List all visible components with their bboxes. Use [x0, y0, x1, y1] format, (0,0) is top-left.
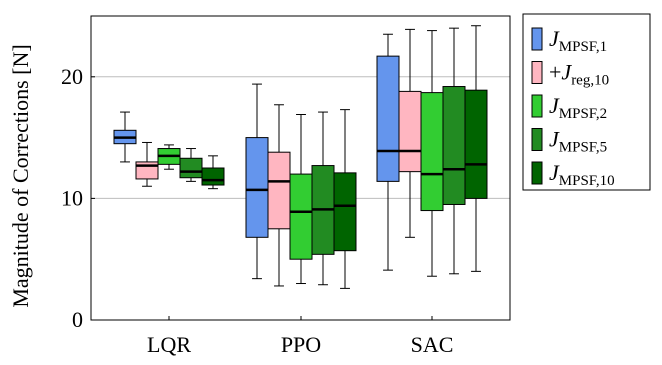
box-body — [267, 151, 291, 230]
box-ppo-3 — [311, 111, 335, 286]
y-tick-label: 0 — [72, 307, 83, 332]
legend-entry: +Jreg,10 — [549, 60, 609, 89]
legend-swatch — [531, 27, 543, 51]
legend-entry: JMPSF,2 — [549, 93, 607, 122]
box-sac-4 — [464, 25, 488, 272]
box-body — [420, 92, 444, 212]
box-sac-3 — [442, 27, 466, 275]
y-axis-label: Magnitude of Corrections [N] — [8, 44, 33, 307]
legend-swatch — [531, 128, 543, 151]
box-lqr-0 — [113, 111, 137, 163]
box-sac-0 — [376, 33, 400, 271]
box-body — [179, 157, 203, 179]
box-series-layer — [113, 25, 488, 289]
box-lqr-1 — [135, 141, 159, 187]
box-ppo-4 — [333, 109, 357, 289]
box-lqr-2 — [157, 144, 181, 170]
box-body — [333, 172, 357, 252]
axes: 0 10 20 LQR PPO SAC — [61, 64, 453, 357]
legend-swatch — [531, 61, 543, 84]
legend-entry: JMPSF,5 — [549, 127, 607, 156]
box-body — [201, 167, 225, 186]
box-ppo-1 — [267, 104, 291, 287]
box-body — [442, 86, 466, 205]
legend-entry: JMPSF,1 — [549, 26, 607, 55]
y-tick-label: 10 — [61, 185, 83, 210]
legend-box — [522, 13, 651, 191]
box-sac-1 — [398, 28, 422, 238]
y-tick-label: 20 — [61, 64, 83, 89]
box-lqr-4 — [201, 155, 225, 190]
x-tick-label: SAC — [411, 332, 454, 357]
box-body — [398, 90, 422, 173]
box-body — [376, 55, 400, 182]
box-body — [289, 173, 313, 260]
x-tick-label: PPO — [281, 332, 321, 357]
box-body — [464, 89, 488, 199]
box-ppo-0 — [245, 83, 269, 280]
box-body — [245, 137, 269, 238]
legend-swatch — [531, 161, 543, 185]
box-sac-2 — [420, 30, 444, 277]
legend-entry: JMPSF,10 — [549, 160, 615, 189]
x-tick-label: LQR — [147, 332, 191, 357]
legend-swatch — [531, 94, 543, 118]
box-lqr-3 — [179, 148, 203, 182]
box-ppo-2 — [289, 113, 313, 285]
legend: JMPSF,1 +Jreg,10 JMPSF,2 JMPSF,5 JMPSF,10 — [522, 13, 651, 191]
